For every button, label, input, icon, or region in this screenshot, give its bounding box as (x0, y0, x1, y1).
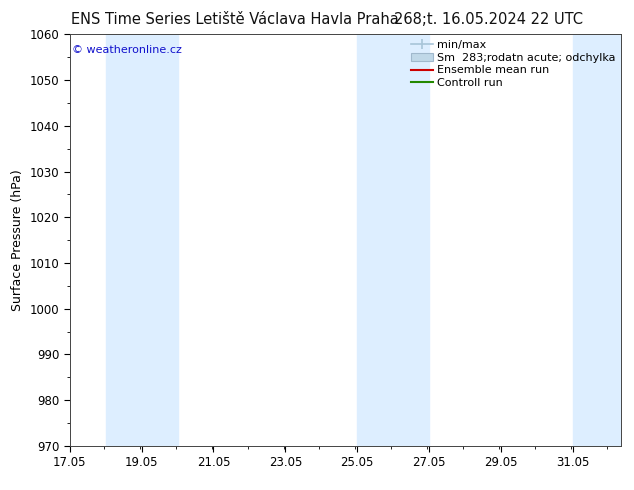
Bar (106, 34, 178, 446)
Text: 268;t. 16.05.2024 22 UTC: 268;t. 16.05.2024 22 UTC (394, 12, 583, 27)
Legend: min/max, Sm  283;rodatn acute; odchylka, Ensemble mean run, Controll run: min/max, Sm 283;rodatn acute; odchylka, … (408, 38, 618, 91)
Y-axis label: Surface Pressure (hPa): Surface Pressure (hPa) (11, 169, 24, 311)
Bar (357, 34, 429, 446)
Text: ENS Time Series Letiště Václava Havla Praha: ENS Time Series Letiště Václava Havla Pr… (71, 12, 398, 27)
Bar (573, 34, 621, 446)
Text: © weatheronline.cz: © weatheronline.cz (72, 45, 183, 54)
